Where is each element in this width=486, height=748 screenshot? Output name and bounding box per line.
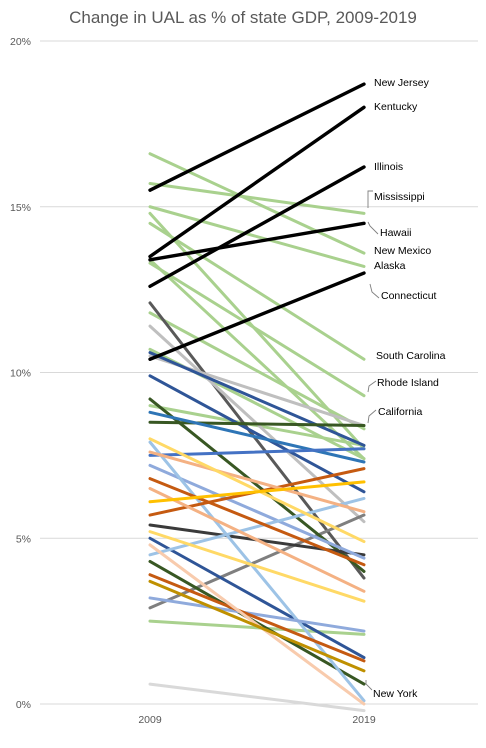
series-line bbox=[148, 579, 366, 673]
series-line bbox=[148, 477, 366, 567]
y-tick-label: 5% bbox=[16, 533, 31, 545]
series-label: South Carolina bbox=[376, 350, 446, 362]
series-line bbox=[148, 480, 366, 504]
series-line bbox=[148, 165, 366, 289]
series-line bbox=[148, 374, 366, 494]
series-label: Connecticut bbox=[381, 290, 437, 302]
series-label: Rhode Island bbox=[377, 377, 439, 389]
series-line bbox=[148, 596, 366, 633]
y-axis-tick-labels: 0% 5% 10% 15% 20% bbox=[10, 36, 31, 711]
series-line bbox=[148, 152, 366, 255]
series-label: Illinois bbox=[374, 161, 403, 173]
series-line bbox=[148, 543, 366, 706]
series-line bbox=[148, 205, 366, 268]
series-line bbox=[148, 420, 366, 428]
x-tick-label: 2009 bbox=[138, 714, 162, 726]
series-label: California bbox=[378, 406, 423, 418]
y-tick-label: 20% bbox=[10, 36, 31, 48]
series-labels: New Jersey Kentucky Illinois Hawaii Connecti… bbox=[365, 77, 446, 700]
label-leader-line bbox=[369, 283, 380, 299]
series-line bbox=[148, 487, 366, 593]
label-leader-line bbox=[367, 409, 377, 424]
series-line bbox=[148, 182, 366, 215]
series-line bbox=[148, 221, 366, 361]
x-axis-tick-labels: 2009 2019 bbox=[138, 714, 376, 726]
y-tick-label: 10% bbox=[10, 368, 31, 380]
series-label: Kentucky bbox=[374, 101, 418, 113]
series-label: Hawaii bbox=[380, 227, 412, 239]
series-label: New York bbox=[373, 688, 418, 700]
series-line bbox=[148, 410, 366, 464]
series-line bbox=[148, 105, 366, 259]
series-label: New Jersey bbox=[374, 77, 430, 89]
label-leader-line bbox=[365, 680, 373, 691]
series-label: New Mexico bbox=[374, 245, 431, 257]
label-leader-line bbox=[367, 221, 379, 235]
series-line bbox=[148, 351, 366, 447]
label-leader-line bbox=[367, 380, 377, 393]
series-line bbox=[148, 619, 366, 636]
series-line bbox=[148, 301, 366, 580]
series-line bbox=[148, 536, 366, 660]
y-tick-label: 0% bbox=[16, 699, 31, 711]
series-line bbox=[148, 450, 366, 514]
series-line bbox=[148, 682, 366, 713]
series-line bbox=[148, 271, 366, 361]
series-line bbox=[148, 221, 366, 262]
series-line bbox=[148, 573, 366, 663]
x-tick-label: 2019 bbox=[352, 714, 376, 726]
series-line bbox=[148, 530, 366, 603]
series-label: Alaska bbox=[374, 260, 406, 272]
series-line bbox=[148, 513, 366, 610]
series-line bbox=[148, 496, 366, 557]
series-lines bbox=[148, 82, 366, 713]
series-label: Mississippi bbox=[374, 191, 425, 203]
chart-title: Change in UAL as % of state GDP, 2009-20… bbox=[69, 8, 417, 27]
series-line bbox=[148, 463, 366, 560]
y-tick-label: 15% bbox=[10, 202, 31, 214]
series-line bbox=[148, 440, 366, 703]
series-line bbox=[148, 437, 366, 544]
label-leader-line bbox=[367, 190, 373, 208]
series-line bbox=[148, 82, 366, 192]
